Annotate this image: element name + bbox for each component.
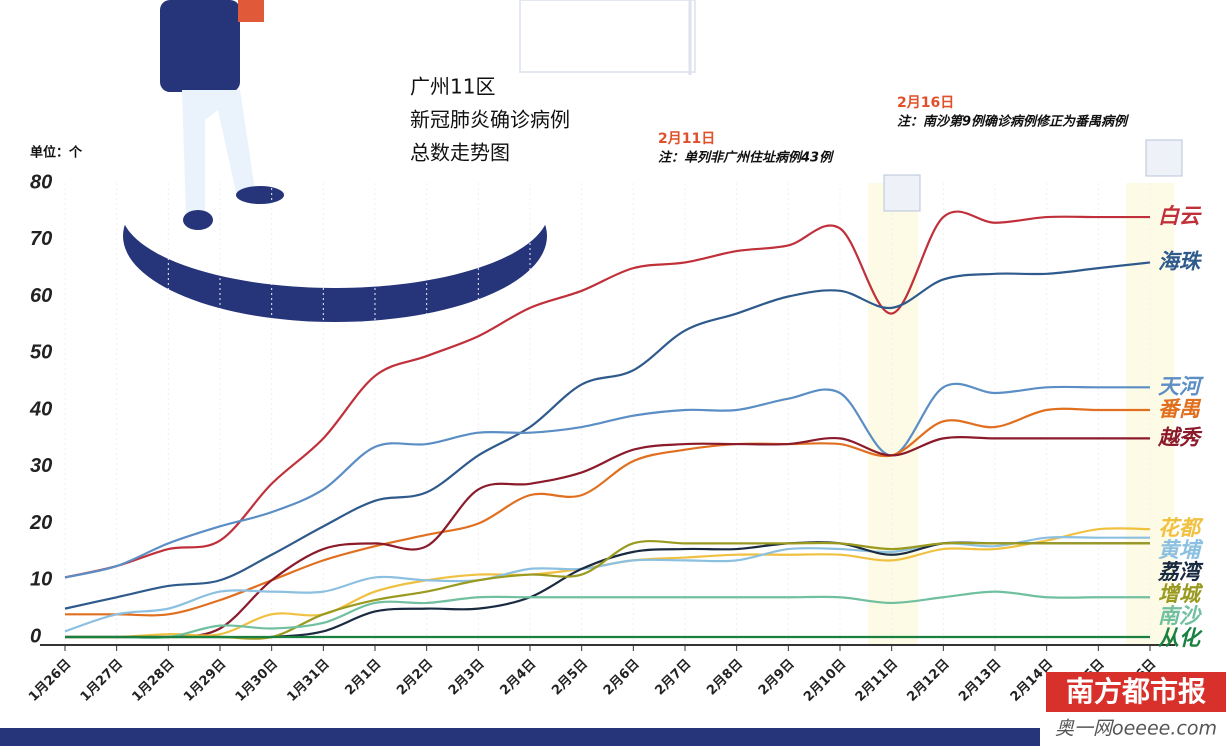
line-series [64, 210, 1150, 579]
title: 新冠肺炎确诊病例 [410, 108, 570, 132]
x-tick-label: 1月29日 [181, 657, 229, 705]
title: 广州11区 [410, 75, 495, 99]
y-tick-label: 0 [30, 625, 41, 647]
note-icon [883, 139, 1183, 212]
line-series [64, 261, 1151, 610]
series-label: 荔湾 [1157, 560, 1204, 584]
series-label: 南沙 [1158, 604, 1202, 628]
x-tick-label: 2月8日 [704, 657, 746, 699]
line-series [64, 535, 1150, 633]
line-series [64, 382, 1150, 579]
x-tick-label: 1月28日 [129, 657, 177, 705]
line-series [65, 539, 1150, 640]
x-tick-label: 1月31日 [284, 657, 332, 705]
title: 总数走势图 [410, 141, 510, 165]
series-label: 白云 [1158, 204, 1202, 228]
watermark-site: 奥一网oeeee.com [1055, 718, 1217, 740]
watermark-box [1046, 672, 1226, 712]
y-tick-label: 70 [30, 228, 52, 250]
y-tick-label: 10 [30, 569, 52, 591]
line-series [64, 527, 1151, 639]
x-tick-label: 2月6日 [601, 657, 643, 699]
x-tick-label: 2月12日 [904, 657, 952, 705]
x-tick-label: 2月10日 [801, 657, 849, 705]
annotation-date: 2月16日 [897, 95, 954, 111]
x-tick-label: 2月13日 [956, 657, 1004, 705]
x-tick-label: 1月27日 [78, 657, 126, 705]
x-tick-label: 2月11日 [853, 657, 901, 705]
y-tick-label: 60 [30, 285, 52, 307]
annotation-note: 注：单列非广州住址病例43例 [658, 150, 835, 166]
unit-label: 单位：个 [30, 145, 83, 161]
series-label: 越秀 [1157, 425, 1203, 449]
annotation-date: 2月11日 [658, 131, 715, 147]
line-series [65, 436, 1151, 639]
watermark-brand: 南方都市报 [1066, 675, 1206, 708]
x-tick-label: 1月30日 [233, 657, 281, 705]
series-label: 番禺 [1158, 397, 1202, 421]
x-tick-label: 1月26日 [26, 657, 74, 705]
y-tick-label: 20 [29, 512, 52, 534]
x-tick-label: 2月3日 [446, 657, 488, 699]
line-series [64, 407, 1150, 617]
y-tick-label: 30 [30, 455, 52, 477]
x-tick-label: 2月9日 [756, 657, 798, 699]
x-tick-label: 2月5日 [549, 657, 591, 699]
line-series [65, 590, 1150, 639]
x-tick-label: 2月1日 [343, 657, 385, 699]
series-label: 从化 [1158, 626, 1203, 650]
illustration [121, 0, 696, 322]
x-tick-label: 2月4日 [498, 657, 540, 699]
highlight-band [868, 183, 918, 645]
series-label: 天河 [1158, 374, 1204, 398]
series-label: 海珠 [1158, 249, 1203, 273]
series-label: 增城 [1158, 582, 1204, 606]
x-tick-label: 2月2日 [394, 657, 436, 699]
y-tick-label: 50 [30, 342, 52, 364]
series-label: 黄埔 [1158, 538, 1204, 562]
y-tick-label: 80 [30, 171, 52, 193]
annotation-note: 注：南沙第9例确诊病例修正为番禺病例 [897, 114, 1130, 130]
series-label: 花都 [1158, 516, 1204, 540]
footer-bar [0, 728, 1040, 746]
y-tick-label: 40 [29, 398, 52, 420]
x-tick-label: 2月7日 [653, 657, 695, 699]
